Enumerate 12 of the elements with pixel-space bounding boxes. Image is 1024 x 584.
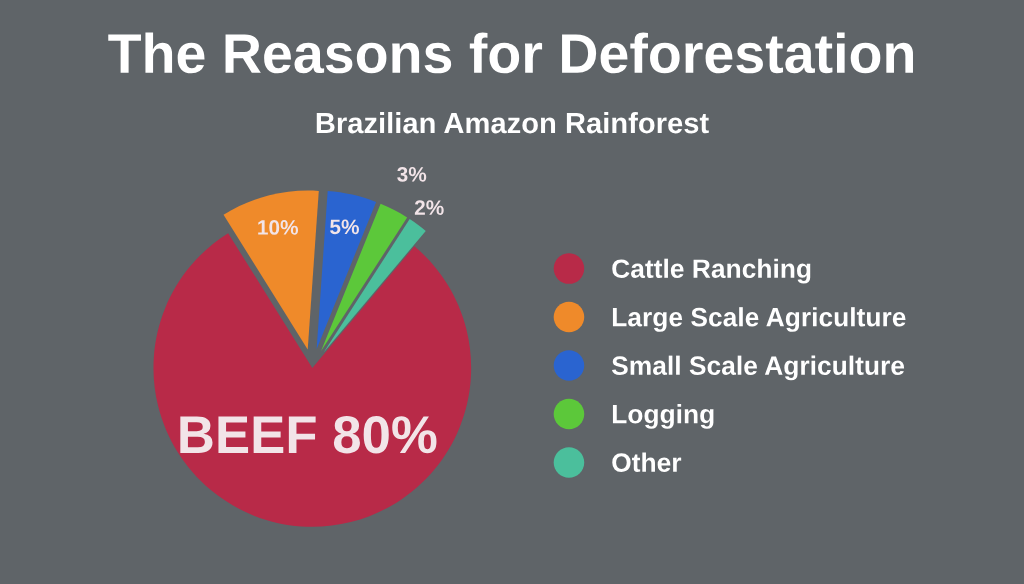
chart-subtitle: Brazilian Amazon Rainforest [316,111,709,134]
data-label: 3% [397,166,427,182]
legend-label: Large Scale Agriculture [612,307,906,332]
chart-title: The Reasons for Deforestation [108,32,913,74]
legend-label: Other [612,452,682,472]
legend-label: Cattle Ranching [612,258,811,284]
data-label: 2% [414,200,444,215]
data-label: BEEF 80% [180,416,437,454]
data-label: 10% [258,220,299,235]
data-label: 5% [330,219,359,235]
legend-label: Small Scale Agriculture [611,355,905,381]
legend-label: Logging [612,404,714,429]
